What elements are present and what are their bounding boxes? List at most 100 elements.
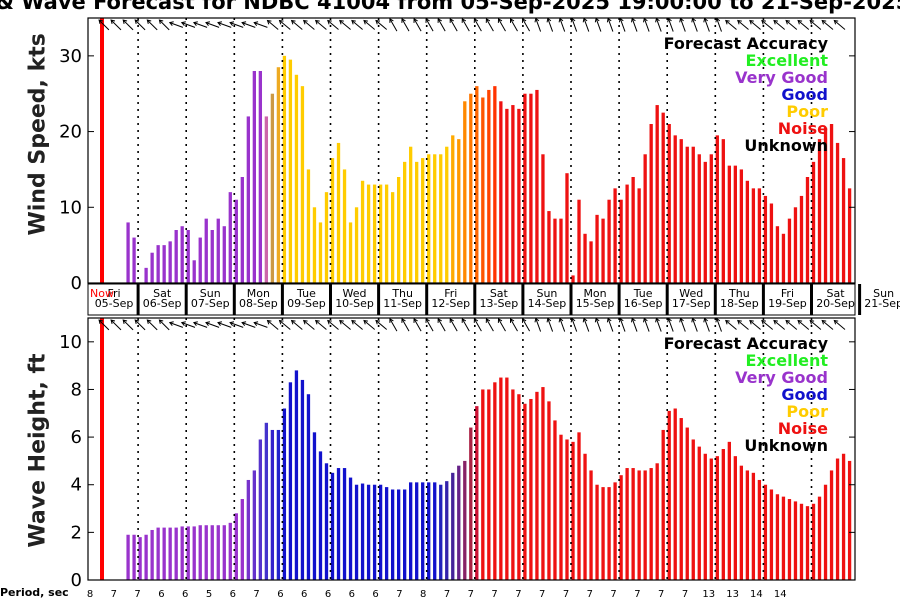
direction-arrow (291, 320, 303, 330)
wind-bar (565, 173, 569, 283)
date-label: 11-Sep (383, 297, 422, 310)
wind-bar (475, 86, 479, 283)
day-name-label: Sun (873, 287, 894, 300)
direction-arrow (267, 320, 279, 330)
y-tick-label: 8 (71, 379, 82, 400)
wave-bar (625, 468, 629, 580)
direction-arrow-head (253, 321, 259, 327)
wave-bar (841, 453, 846, 580)
wave-bar (631, 468, 635, 580)
direction-arrow (785, 20, 798, 30)
direction-arrow-head (110, 319, 116, 325)
period-value: 7 (539, 589, 545, 600)
period-value: 7 (111, 589, 117, 600)
direction-arrow-head (510, 18, 515, 23)
wind-bar (415, 161, 419, 283)
direction-arrow (146, 319, 158, 331)
day-name-label: Wed (679, 287, 703, 300)
direction-arrow (217, 322, 232, 328)
direction-arrow-head (241, 21, 247, 27)
wind-bar (396, 177, 401, 283)
direction-arrow (680, 318, 686, 332)
wind-bar (342, 169, 347, 283)
period-value: 7 (396, 589, 402, 600)
direction-arrow (809, 20, 822, 30)
wind-bar (631, 177, 635, 283)
direction-arrow-head (122, 319, 128, 325)
wave-bar (372, 484, 377, 580)
wind-bar (378, 184, 383, 283)
wind-bar (739, 169, 744, 283)
wind-bar (625, 184, 629, 283)
wind-bar (403, 161, 407, 283)
direction-arrow (339, 20, 351, 30)
date-label: 15-Sep (576, 297, 615, 310)
direction-arrow (631, 318, 638, 332)
wind-bar (222, 226, 226, 283)
direction-arrow-head (290, 19, 296, 25)
direction-arrow (725, 320, 737, 330)
wind-bar (451, 135, 455, 283)
day-name-label: Fri (781, 287, 794, 300)
wind-bar (595, 214, 599, 283)
wind-bar (793, 207, 798, 283)
wind-bar (246, 116, 250, 284)
wave-bar (306, 394, 311, 580)
wave-bar (415, 482, 419, 580)
period-value: 6 (158, 589, 164, 600)
day-name-label: Sat (490, 287, 509, 300)
wind-bar (276, 67, 281, 284)
wind-bar (348, 222, 353, 283)
wind-bar (174, 230, 178, 283)
direction-arrow (425, 18, 434, 32)
wave-bar (745, 470, 750, 580)
wind-bar (589, 241, 593, 283)
wind-bar (366, 184, 371, 283)
direction-arrow (205, 322, 220, 328)
wave-axes-frame (87, 317, 856, 581)
direction-arrow (473, 18, 482, 32)
direction-arrow (761, 20, 774, 30)
wave-bar (294, 370, 299, 580)
wave-bar (643, 470, 647, 580)
direction-arrow-head (785, 19, 791, 25)
direction-arrow-head (327, 319, 332, 325)
direction-arrow (98, 19, 110, 31)
wind-bar (541, 154, 545, 283)
direction-arrow (159, 319, 170, 331)
direction-arrow (461, 18, 470, 32)
wind-bar (571, 275, 575, 283)
direction-arrow (169, 322, 184, 328)
wind-bar (553, 218, 557, 283)
wave-bar (667, 410, 671, 580)
wind-bar (294, 74, 299, 283)
legend-item-good: Good (781, 385, 828, 404)
wind-bar (427, 154, 431, 283)
wave-bar (132, 534, 136, 580)
direction-arrow-head (205, 21, 211, 27)
y-tick-label: 30 (59, 46, 82, 67)
wave-bar (571, 441, 575, 580)
period-value: 7 (491, 589, 497, 600)
wave-bar (505, 377, 509, 580)
direction-arrow-head (449, 18, 454, 23)
direction-arrow-head (266, 319, 272, 325)
direction-arrow (821, 320, 834, 330)
direction-arrow-head (809, 19, 815, 25)
legend-item-poor: Poor (786, 402, 828, 421)
direction-arrow (583, 318, 590, 332)
wind-bar (384, 184, 389, 283)
wave-bar (823, 484, 828, 580)
legend-item-very-good: Very Good (735, 68, 828, 87)
wave-bar (535, 391, 539, 580)
wind-bar (162, 245, 166, 283)
direction-arrow (725, 20, 737, 30)
y-tick-label: 0 (71, 273, 82, 294)
date-label: 06-Sep (143, 297, 182, 310)
wind-bar (643, 154, 647, 283)
direction-arrow-head (761, 319, 766, 325)
date-label: 13-Sep (479, 297, 518, 310)
wind-bar (661, 112, 665, 283)
wave-bar (673, 408, 677, 580)
period-value: 13 (702, 589, 715, 600)
